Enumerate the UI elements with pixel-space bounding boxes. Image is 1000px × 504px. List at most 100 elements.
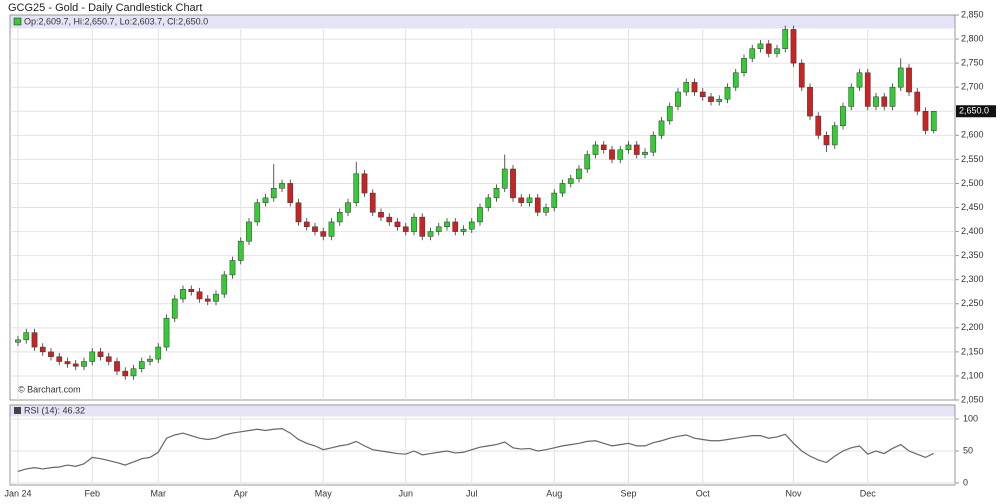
candle-body bbox=[543, 207, 549, 213]
candle-body bbox=[790, 29, 797, 64]
candle-body bbox=[15, 339, 21, 343]
candle-body bbox=[609, 149, 615, 160]
candle-body bbox=[477, 207, 483, 223]
candle-body bbox=[163, 317, 170, 348]
candle-body bbox=[617, 149, 624, 160]
rsi-line bbox=[17, 427, 935, 473]
legend-swatch bbox=[13, 17, 22, 26]
candle-body bbox=[122, 370, 129, 377]
candle-body bbox=[81, 361, 87, 367]
candle-body bbox=[724, 86, 731, 100]
candle-body bbox=[237, 240, 244, 261]
candle-body bbox=[873, 96, 879, 107]
candle-body bbox=[906, 67, 912, 93]
rsi-swatch bbox=[14, 407, 21, 414]
candle-body bbox=[584, 154, 591, 170]
x-tick-label: Mar bbox=[151, 488, 167, 498]
candle-body bbox=[881, 96, 888, 107]
candle-body bbox=[732, 72, 739, 88]
candle-body bbox=[345, 202, 351, 213]
candle-body bbox=[402, 226, 409, 232]
candle-body bbox=[72, 363, 79, 367]
candle-body bbox=[534, 197, 541, 213]
candle-body bbox=[774, 48, 780, 54]
x-tick-label: Feb bbox=[84, 488, 100, 498]
candle-body bbox=[526, 197, 533, 203]
candle-body bbox=[361, 173, 368, 194]
last-price-box bbox=[956, 105, 996, 118]
source: © Barchart.com bbox=[18, 384, 81, 394]
candle-body bbox=[147, 358, 153, 362]
candle-body bbox=[650, 135, 657, 153]
candle-body bbox=[658, 120, 665, 136]
candle-body bbox=[64, 361, 71, 365]
y-tick-label: 2,100 bbox=[961, 370, 984, 380]
x-tick-label: May bbox=[315, 488, 333, 498]
candle-body bbox=[427, 231, 434, 237]
y-tick-label: 2,150 bbox=[961, 346, 984, 356]
candle-body bbox=[196, 291, 203, 300]
candle-body bbox=[39, 346, 46, 353]
candle-body bbox=[782, 29, 789, 49]
candle-body bbox=[213, 293, 219, 302]
y-tick-label: 2,350 bbox=[961, 250, 984, 260]
candle-body bbox=[493, 188, 500, 199]
candle-body bbox=[501, 168, 508, 189]
candle-body bbox=[708, 96, 714, 102]
candle-body bbox=[394, 221, 401, 227]
candle-body bbox=[930, 111, 937, 131]
candle-body bbox=[221, 274, 228, 295]
candle-body bbox=[592, 144, 599, 155]
candle-body bbox=[856, 72, 863, 88]
candle-body bbox=[716, 98, 723, 102]
y-tick-label: 2,600 bbox=[961, 130, 984, 140]
candle-body bbox=[262, 197, 269, 203]
y-tick-label: 2,550 bbox=[961, 154, 984, 164]
candle-body bbox=[691, 82, 698, 93]
candle-body bbox=[840, 106, 846, 126]
candle-body bbox=[922, 111, 929, 131]
y-tick-label: 0 bbox=[963, 477, 968, 487]
candle-body bbox=[48, 351, 54, 357]
candle-body bbox=[411, 216, 417, 232]
y-tick-label: 2,450 bbox=[961, 202, 984, 212]
candle-body bbox=[749, 48, 756, 59]
price-legend: Op:2,609.7, Hi:2,650.7, Lo:2,603.7, Cl:2… bbox=[24, 16, 208, 26]
y-tick-label: 2,050 bbox=[961, 394, 984, 404]
x-tick-label: Dec bbox=[860, 488, 877, 498]
candle-body bbox=[897, 67, 904, 88]
chart-title: GCG25 - Gold - Daily Candlestick Chart bbox=[8, 2, 202, 14]
y-tick-label: 2,250 bbox=[961, 298, 984, 308]
x-tick-label: Jul bbox=[466, 488, 478, 498]
x-tick-label: Jan 24 bbox=[4, 488, 31, 498]
y-tick-label: 2,400 bbox=[961, 226, 984, 236]
candle-body bbox=[468, 221, 475, 230]
x-tick-label: Aug bbox=[546, 488, 562, 498]
candle-body bbox=[369, 192, 376, 213]
candle-body bbox=[741, 58, 747, 73]
candle-body bbox=[378, 212, 384, 218]
candle-body bbox=[246, 221, 252, 242]
candle-body bbox=[666, 106, 673, 122]
candle-body bbox=[914, 91, 921, 112]
candle-body bbox=[270, 188, 277, 199]
candle-body bbox=[97, 351, 104, 357]
candle-body bbox=[279, 183, 285, 189]
y-tick-label: 2,700 bbox=[961, 82, 984, 92]
rsi-header bbox=[10, 405, 955, 417]
candle-body bbox=[633, 144, 640, 155]
candle-body bbox=[807, 86, 813, 117]
y-tick-label: 2,850 bbox=[961, 9, 984, 19]
candle-body bbox=[518, 197, 525, 203]
candle-body bbox=[171, 298, 178, 319]
candle-body bbox=[798, 62, 805, 88]
y-tick-label: 2,800 bbox=[961, 33, 984, 43]
price-header bbox=[10, 15, 955, 29]
candle-body bbox=[114, 361, 120, 372]
y-tick-label: 2,750 bbox=[961, 58, 984, 68]
x-tick-label: Sep bbox=[620, 488, 636, 498]
candle-body bbox=[254, 202, 261, 223]
candle-body bbox=[31, 332, 38, 348]
candle-body bbox=[138, 361, 145, 369]
candle-body bbox=[848, 86, 855, 107]
